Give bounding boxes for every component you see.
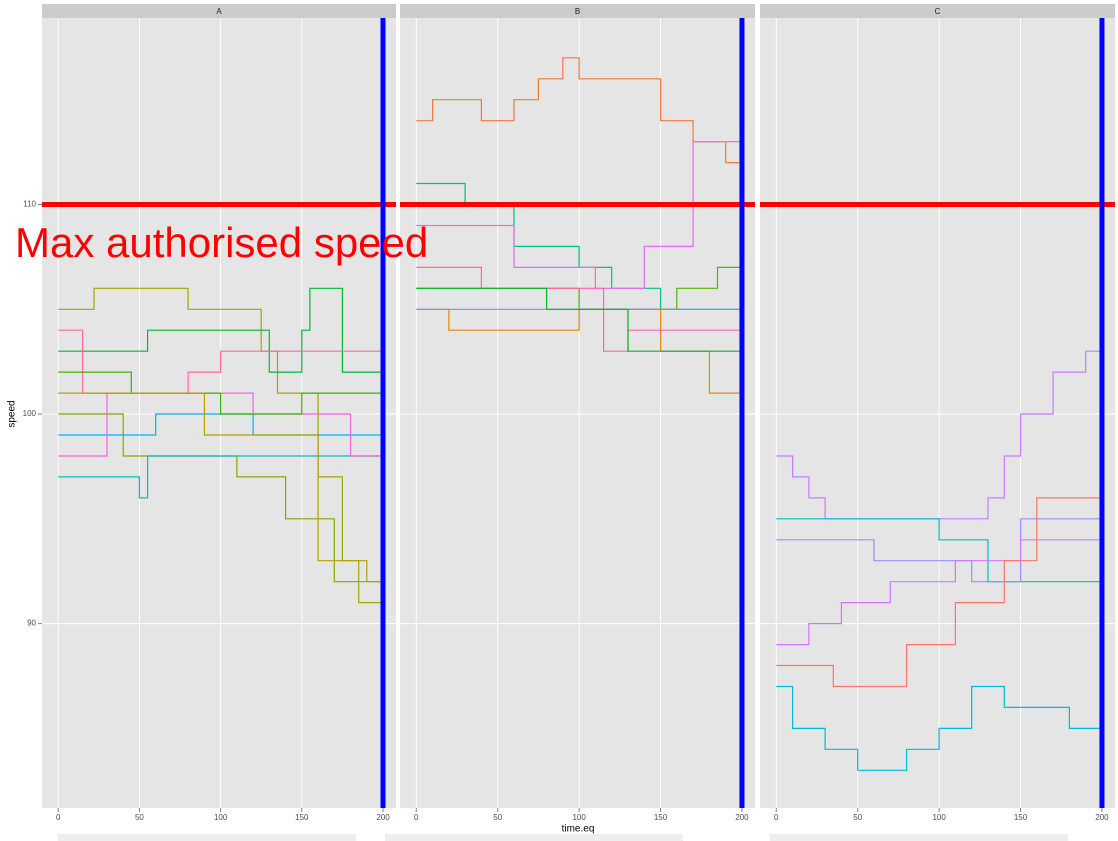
x-tick-label: 150: [1014, 813, 1028, 822]
panel-background: [42, 18, 396, 808]
series-line: [58, 371, 383, 415]
x-tick-label: 100: [572, 813, 586, 822]
series-line: [416, 57, 742, 164]
series-line: [776, 518, 1102, 583]
x-tick-label: 200: [735, 813, 749, 822]
series-line: [416, 266, 742, 310]
y-tick-label: 90: [27, 619, 36, 628]
y-axis-label: speed: [7, 400, 18, 427]
strip: [400, 4, 755, 18]
x-tick-label: 150: [295, 813, 309, 822]
x-tick-label: 50: [135, 813, 144, 822]
x-tick-label: 100: [214, 813, 228, 822]
annotation: Max authorised speed: [15, 219, 428, 266]
scroll-strip: [770, 834, 1068, 841]
strip-label: B: [575, 7, 580, 16]
series-line: [416, 182, 742, 310]
x-tick-label: 150: [654, 813, 668, 822]
series-line: [58, 329, 383, 394]
strip: [760, 4, 1115, 18]
scroll-strip: [58, 834, 356, 841]
x-tick-label: 200: [376, 813, 390, 822]
y-tick-label: 100: [23, 409, 37, 418]
x-tick-label: 0: [774, 813, 779, 822]
series-line: [416, 287, 742, 352]
strip-label: C: [935, 7, 941, 16]
strip-label: A: [216, 7, 222, 16]
x-tick-label: 50: [853, 813, 862, 822]
series-line: [416, 141, 742, 289]
x-tick-label: 0: [414, 813, 419, 822]
x-tick-label: 200: [1095, 813, 1109, 822]
series-line: [58, 392, 383, 583]
series-line: [58, 392, 383, 457]
panel-background: [400, 18, 755, 808]
strip: [42, 4, 396, 18]
series-line: [58, 455, 383, 499]
x-tick-label: 100: [932, 813, 946, 822]
x-tick-label: 50: [493, 813, 502, 822]
series-line: [776, 350, 1102, 520]
y-tick-label: 110: [23, 200, 36, 209]
series-line: [776, 685, 1102, 771]
panel-background: [760, 18, 1115, 808]
scroll-strip: [385, 834, 683, 841]
x-axis-label: time.eq: [562, 824, 595, 835]
x-tick-label: 0: [56, 813, 61, 822]
series-line: [776, 539, 1102, 646]
series-line: [776, 497, 1102, 688]
